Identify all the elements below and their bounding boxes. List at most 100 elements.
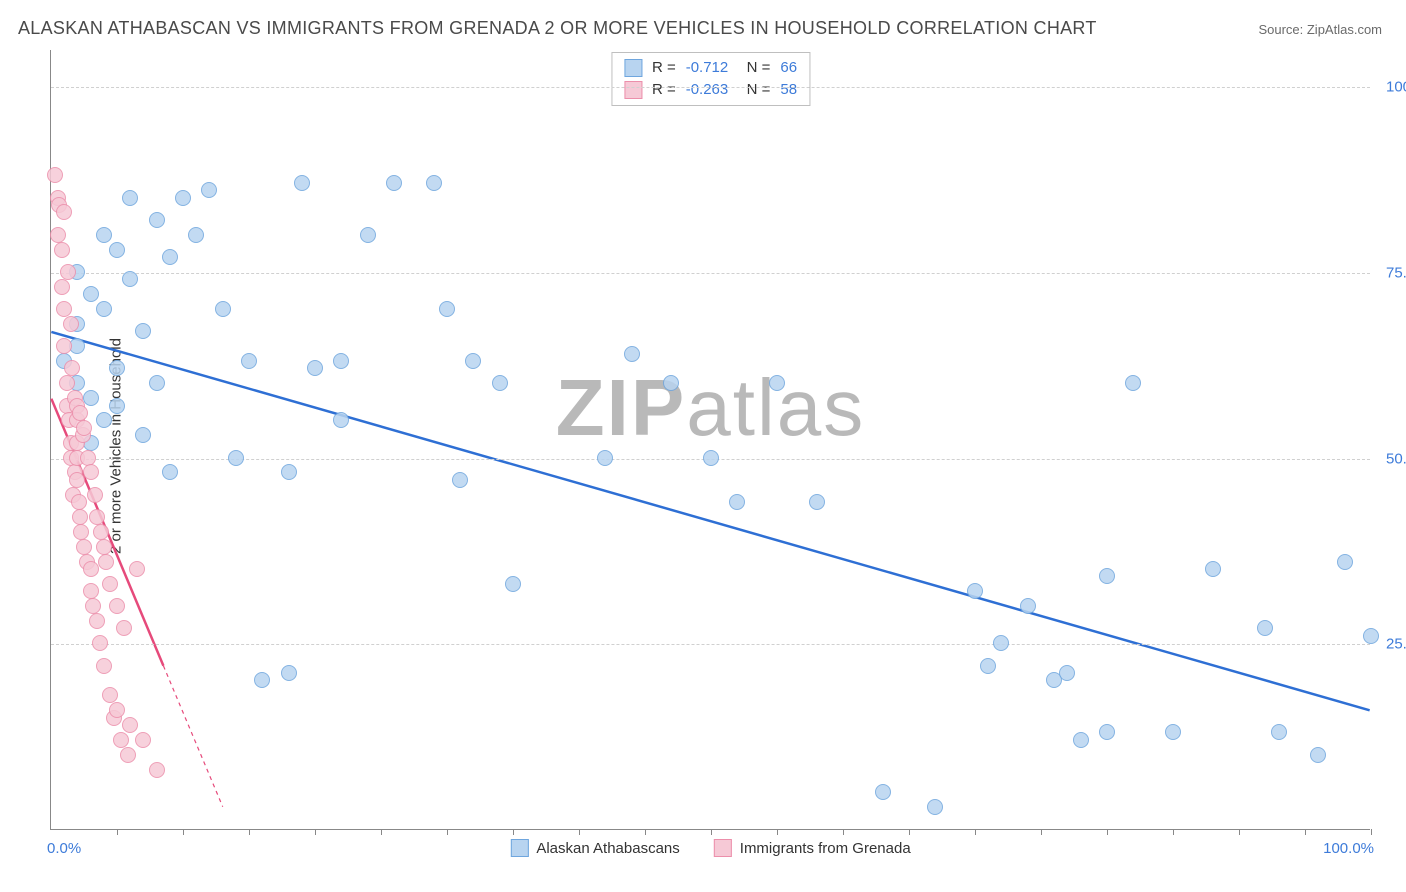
point-series1	[333, 353, 349, 369]
point-series1	[1099, 568, 1115, 584]
point-series1	[465, 353, 481, 369]
point-series1	[624, 346, 640, 362]
point-series1	[175, 190, 191, 206]
x-tick-minor	[1173, 829, 1174, 835]
point-series1	[281, 464, 297, 480]
point-series2	[96, 658, 112, 674]
x-tick-minor	[1041, 829, 1042, 835]
point-series2	[113, 732, 129, 748]
legend-item-series1: Alaskan Athabascans	[510, 839, 679, 857]
x-tick-minor	[315, 829, 316, 835]
point-series1	[281, 665, 297, 681]
point-series1	[149, 212, 165, 228]
x-tick-minor	[381, 829, 382, 835]
gridline-h	[51, 644, 1370, 645]
point-series2	[83, 464, 99, 480]
legend-item-series2: Immigrants from Grenada	[714, 839, 911, 857]
point-series2	[64, 360, 80, 376]
point-series2	[76, 539, 92, 555]
point-series1	[1271, 724, 1287, 740]
point-series2	[149, 762, 165, 778]
point-series2	[89, 509, 105, 525]
point-series2	[89, 613, 105, 629]
point-series1	[162, 249, 178, 265]
point-series1	[927, 799, 943, 815]
point-series1	[109, 360, 125, 376]
point-series2	[120, 747, 136, 763]
point-series1	[96, 301, 112, 317]
point-series1	[492, 375, 508, 391]
point-series1	[360, 227, 376, 243]
x-tick-minor	[1305, 829, 1306, 835]
point-series2	[72, 509, 88, 525]
point-series1	[122, 190, 138, 206]
point-series1	[122, 271, 138, 287]
x-tick-minor	[645, 829, 646, 835]
x-axis-max-label: 100.0%	[1323, 840, 1374, 857]
regression-line	[51, 332, 1369, 710]
point-series1	[729, 494, 745, 510]
point-series2	[59, 375, 75, 391]
point-series2	[116, 620, 132, 636]
x-tick-minor	[513, 829, 514, 835]
point-series2	[87, 487, 103, 503]
point-series2	[73, 524, 89, 540]
regression-lines-layer	[51, 50, 1370, 829]
point-series2	[63, 316, 79, 332]
point-series2	[72, 405, 88, 421]
plot-area: ZIPatlas R = -0.712 N = 66 R = -0.263 N …	[50, 50, 1370, 830]
point-series1	[135, 427, 151, 443]
point-series1	[875, 784, 891, 800]
point-series2	[50, 227, 66, 243]
point-series2	[71, 494, 87, 510]
point-series1	[1125, 375, 1141, 391]
point-series1	[188, 227, 204, 243]
series1-name: Alaskan Athabascans	[536, 840, 679, 857]
y-tick-label: 100.0%	[1372, 79, 1406, 96]
point-series1	[228, 450, 244, 466]
point-series1	[96, 227, 112, 243]
point-series1	[1363, 628, 1379, 644]
point-series1	[597, 450, 613, 466]
point-series2	[56, 338, 72, 354]
x-tick-minor	[1107, 829, 1108, 835]
regression-line	[163, 666, 222, 807]
point-series2	[83, 561, 99, 577]
point-series1	[993, 635, 1009, 651]
x-tick-minor	[447, 829, 448, 835]
point-series1	[769, 375, 785, 391]
gridline-h	[51, 87, 1370, 88]
point-series2	[47, 167, 63, 183]
point-series1	[1205, 561, 1221, 577]
point-series1	[162, 464, 178, 480]
chart-title: ALASKAN ATHABASCAN VS IMMIGRANTS FROM GR…	[18, 18, 1097, 39]
point-series1	[215, 301, 231, 317]
point-series1	[386, 175, 402, 191]
point-series2	[60, 264, 76, 280]
point-series2	[129, 561, 145, 577]
point-series1	[967, 583, 983, 599]
x-tick-minor	[1371, 829, 1372, 835]
point-series1	[809, 494, 825, 510]
point-series2	[93, 524, 109, 540]
y-tick-label: 75.0%	[1372, 264, 1406, 281]
x-tick-minor	[777, 829, 778, 835]
point-series2	[54, 279, 70, 295]
point-series1	[333, 412, 349, 428]
swatch-series2-b	[714, 839, 732, 857]
y-tick-label: 50.0%	[1372, 450, 1406, 467]
point-series1	[201, 182, 217, 198]
point-series1	[1310, 747, 1326, 763]
x-tick-minor	[975, 829, 976, 835]
point-series2	[85, 598, 101, 614]
point-series2	[56, 204, 72, 220]
point-series2	[80, 450, 96, 466]
point-series1	[254, 672, 270, 688]
x-axis-min-label: 0.0%	[47, 840, 81, 857]
point-series2	[54, 242, 70, 258]
point-series1	[505, 576, 521, 592]
point-series2	[83, 583, 99, 599]
point-series2	[92, 635, 108, 651]
point-series2	[109, 598, 125, 614]
x-tick-minor	[843, 829, 844, 835]
